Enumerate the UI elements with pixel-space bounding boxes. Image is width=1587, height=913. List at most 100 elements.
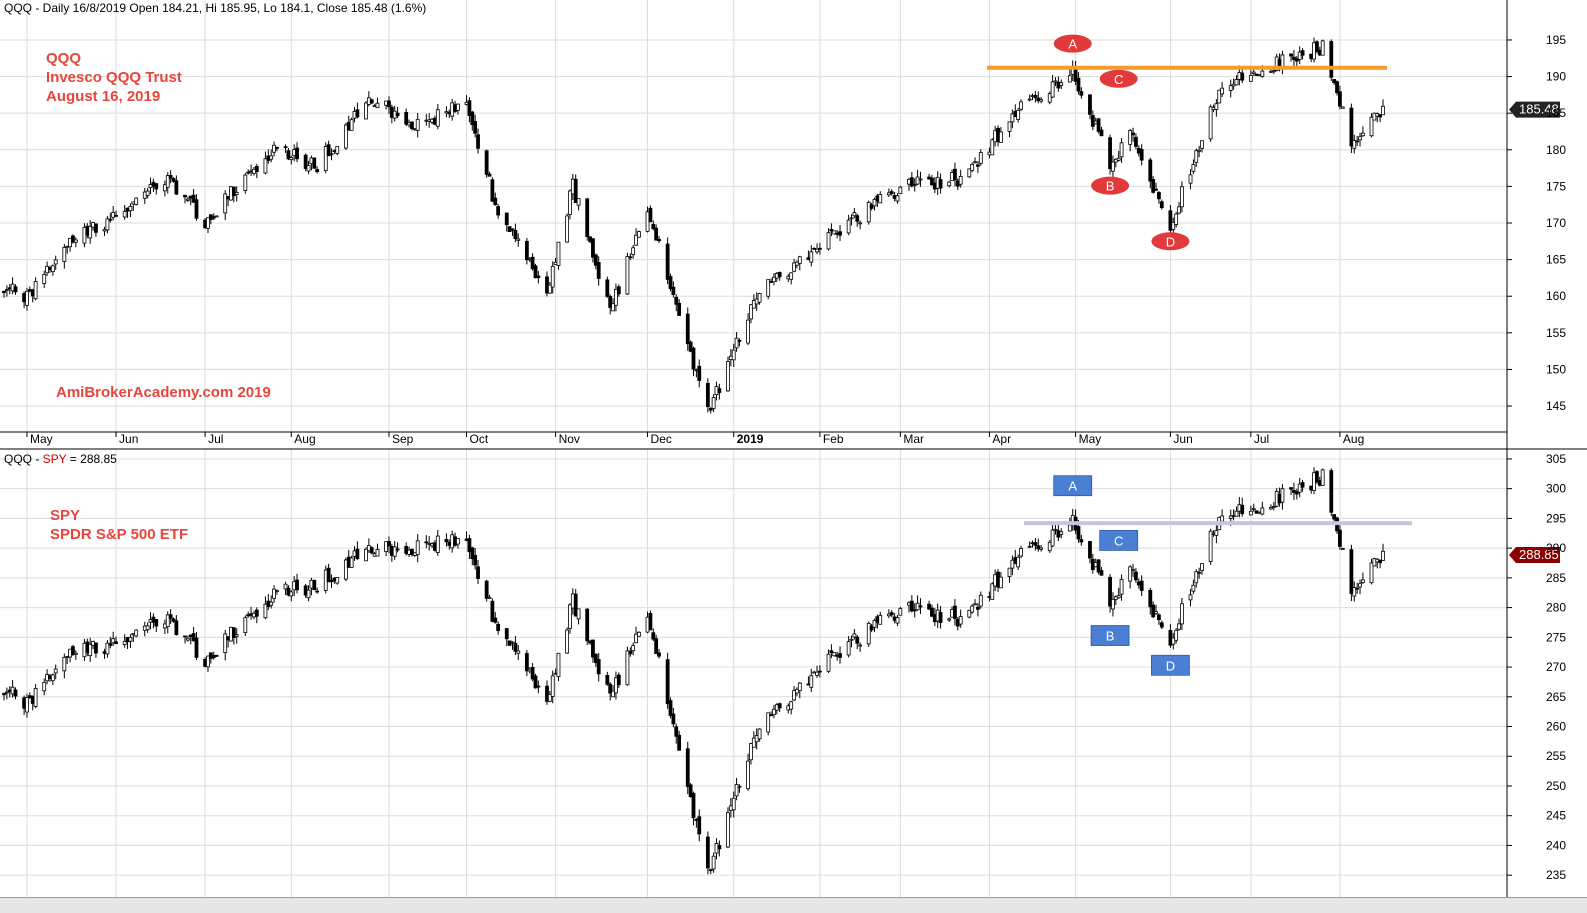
spy-candle[interactable] [1099,567,1104,576]
spy-candle[interactable] [1300,479,1305,492]
qqq-candle[interactable] [568,189,572,220]
spy-candle[interactable] [1251,503,1256,512]
sheet-tabs-bar[interactable] [0,897,1587,913]
spy-candle[interactable] [1088,541,1092,564]
qqq-candle[interactable] [410,121,414,131]
qqq-candle[interactable] [889,189,894,196]
spy-candle[interactable] [918,598,923,614]
spy-candle[interactable] [1050,522,1055,548]
spy-candle[interactable] [13,687,18,700]
spy-candle[interactable] [895,614,900,626]
spy-candle[interactable] [71,644,75,657]
qqq-candle[interactable] [1088,94,1092,120]
spy-candle[interactable] [869,623,874,633]
spy-candle[interactable] [978,591,983,609]
qqq-candle[interactable] [323,142,328,174]
qqq-candle[interactable] [530,253,535,271]
qqq-candle[interactable] [2,290,6,298]
spy-candle[interactable] [958,609,963,628]
spy-candle[interactable] [852,628,857,640]
qqq-candle[interactable] [1019,99,1023,112]
spy-candle[interactable] [496,621,501,635]
qqq-candle[interactable] [1280,50,1285,75]
qqq-candle[interactable] [1332,78,1337,85]
spy-candle[interactable] [1053,525,1058,535]
qqq-candle[interactable] [1248,70,1253,82]
spy-candle[interactable] [435,529,440,556]
qqq-candle[interactable] [269,149,274,163]
qqq-candle[interactable] [536,270,541,284]
qqq-candle[interactable] [185,196,190,202]
spy-candle[interactable] [62,653,67,679]
spy-candle[interactable] [1033,538,1038,551]
qqq-candle[interactable] [1315,40,1319,54]
spy-candle[interactable] [214,654,219,657]
qqq-candle[interactable] [286,147,291,161]
spy-candle[interactable] [315,587,320,594]
qqq-candle[interactable] [898,185,903,195]
qqq-candle[interactable] [1335,80,1339,96]
qqq-candle[interactable] [593,253,598,270]
spy-candle[interactable] [1157,613,1161,625]
spy-candle[interactable] [967,609,972,619]
qqq-candle[interactable] [1294,55,1299,67]
qqq-candle[interactable] [1010,109,1015,129]
qqq-candle[interactable] [958,169,963,188]
qqq-candle[interactable] [1349,103,1354,154]
qqq-candle[interactable] [343,122,348,150]
qqq-candle[interactable] [1355,135,1360,147]
qqq-candle[interactable] [94,223,98,237]
spy-candle[interactable] [171,617,176,623]
spy-candle[interactable] [789,700,794,715]
spy-candle[interactable] [769,711,773,717]
qqq-candle[interactable] [484,149,489,178]
qqq-candle[interactable] [111,206,116,221]
qqq-candle[interactable] [73,237,78,248]
spy-candle[interactable] [849,635,854,648]
qqq-candle[interactable] [214,215,219,218]
spy-candle[interactable] [792,686,796,702]
spy-candle[interactable] [289,590,294,602]
qqq-candle[interactable] [1360,126,1365,137]
spy-candle[interactable] [1108,574,1112,613]
spy-candle[interactable] [263,596,268,620]
spy-candle[interactable] [410,548,414,557]
qqq-candle[interactable] [990,138,995,156]
spy-candle[interactable] [1372,557,1377,567]
spy-candle[interactable] [938,605,943,629]
spy-candle[interactable] [283,581,288,596]
qqq-candle[interactable] [708,407,713,414]
spy-candle[interactable] [737,784,742,793]
qqq-candle[interactable] [688,340,693,353]
spy-point-a[interactable]: A [1053,475,1093,497]
spy-candle[interactable] [375,543,380,557]
spy-candle[interactable] [1214,525,1219,544]
spy-candle[interactable] [1171,632,1176,650]
qqq-candle[interactable] [1067,68,1072,83]
spy-candle[interactable] [1174,627,1179,644]
spy-candle[interactable] [1271,502,1276,511]
spy-candle[interactable] [231,627,236,645]
spy-candle[interactable] [174,615,179,636]
qqq-candle[interactable] [809,245,814,267]
qqq-candle[interactable] [105,215,110,234]
spy-candle[interactable] [1179,598,1184,630]
spy-candle[interactable] [654,634,659,655]
qqq-candle[interactable] [1076,72,1081,95]
spy-candle[interactable] [326,563,331,583]
qqq-candle[interactable] [1099,126,1104,137]
qqq-candle[interactable] [206,217,210,234]
spy-candle[interactable] [122,634,127,648]
spy-candle[interactable] [1111,592,1115,617]
qqq-candle[interactable] [306,160,311,175]
spy-candle[interactable] [818,665,822,678]
spy-candle[interactable] [1128,565,1133,589]
qqq-candle[interactable] [999,127,1003,143]
spy-candle[interactable] [467,534,472,559]
qqq-candle[interactable] [275,146,279,152]
qqq-candle[interactable] [1292,50,1296,67]
spy-candle[interactable] [568,603,572,634]
spy-candle[interactable] [50,673,55,686]
spy-candle[interactable] [668,697,673,719]
spy-candle[interactable] [832,652,837,657]
